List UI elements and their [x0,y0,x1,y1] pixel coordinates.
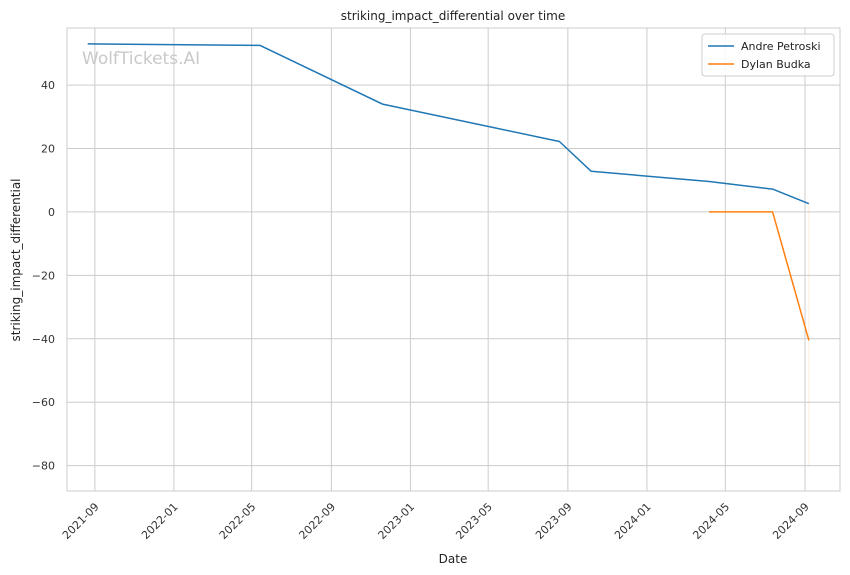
series-lines [87,43,810,466]
y-tick-label: 40 [41,79,55,92]
series-line-0 [87,43,810,205]
x-tick-label: 2023-05 [453,500,495,542]
x-axis-label: Date [439,552,468,566]
x-tick-label: 2022-01 [139,500,181,542]
x-tick-label: 2024-01 [612,500,654,542]
legend-label-1: Dylan Budka [741,58,811,71]
y-tick-label: −80 [32,460,55,473]
x-tick-label: 2023-01 [376,500,418,542]
legend-box [701,33,835,77]
x-tick-label: 2022-09 [296,500,338,542]
x-tick-label: 2024-05 [690,500,732,542]
legend: Andre Petroski Dylan Budka [701,33,835,77]
x-tick-label: 2024-09 [770,500,812,542]
y-tick-labels: 40 20 0 −20 −40 −60 −80 [32,79,55,473]
series-line-1 [709,211,810,341]
y-tick-label: −60 [32,396,55,409]
y-tick-label: −20 [32,269,55,282]
grid [67,28,840,491]
y-tick-label: 20 [41,143,55,156]
y-axis-label: striking_impact_differential [9,178,23,341]
plot-area-frame [66,27,841,492]
watermark: WolfTickets.AI [82,49,200,69]
x-tick-label: 2022-05 [217,500,259,542]
y-tick-label: −40 [32,333,55,346]
x-tick-labels: 2021-09 2022-01 2022-05 2022-09 2023-01 2023-… [60,500,812,542]
x-tick-label: 2023-09 [533,500,575,542]
x-tick-label: 2021-09 [60,500,102,542]
chart-title: striking_impact_differential over time [341,9,566,23]
legend-label-0: Andre Petroski [741,40,821,53]
y-tick-label: 0 [48,206,55,219]
